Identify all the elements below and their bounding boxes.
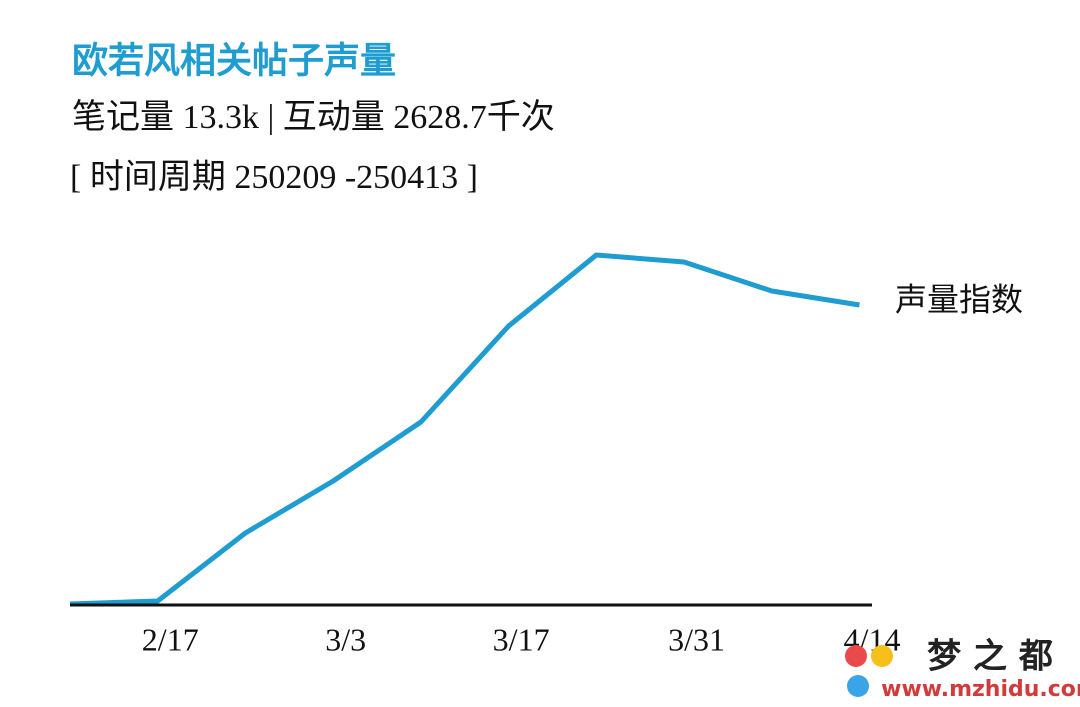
chart-title: 欧若风相关帖子声量 (72, 40, 396, 80)
x-tick-label: 3/3 (325, 621, 366, 657)
x-tick-label: 2/17 (142, 621, 199, 657)
period: [ 时间周期 250209 -250413 ] (70, 159, 478, 196)
logo-dot (871, 645, 893, 667)
x-tick-label: 3/17 (493, 621, 550, 657)
watermark: 梦 之 都 www.mzhidu.com (845, 637, 1080, 702)
watermark-name: 梦 之 都 (927, 637, 1053, 677)
chart-subtitle: 笔记量 13.3k | 互动量 2628.7千次 (72, 98, 555, 136)
line (69, 252, 860, 607)
watermark-url: www.mzhidu.com (881, 677, 1080, 702)
logo-dot (845, 645, 867, 667)
x-tick-label: 3/31 (668, 621, 725, 657)
series-label: 声量指数 (895, 281, 1023, 317)
logo-dot (847, 675, 869, 697)
